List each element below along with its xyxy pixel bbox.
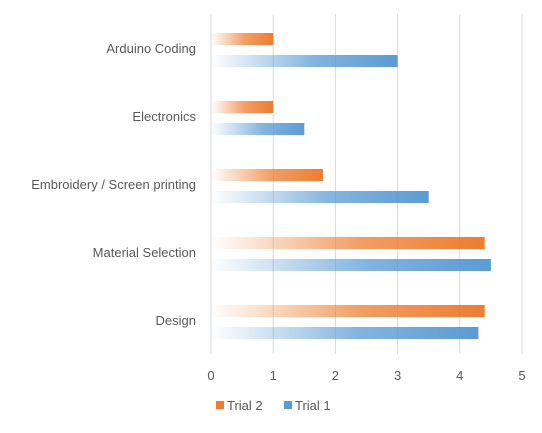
bar xyxy=(211,169,323,181)
category-label: Embroidery / Screen printing xyxy=(31,177,196,192)
bar xyxy=(211,33,274,45)
x-tick-label: 5 xyxy=(518,368,525,383)
category-label: Material Selection xyxy=(93,245,196,260)
x-tick-label: 2 xyxy=(332,368,339,383)
bar xyxy=(211,101,274,113)
category-label: Design xyxy=(156,313,196,328)
legend-label: Trial 1 xyxy=(295,398,331,413)
bar xyxy=(211,305,485,317)
legend-swatch xyxy=(284,401,292,409)
legend: Trial 2 Trial 1 xyxy=(216,398,331,413)
x-tick-label: 0 xyxy=(207,368,214,383)
bar xyxy=(211,191,429,203)
bar xyxy=(211,259,491,271)
category-label: Arduino Coding xyxy=(106,41,196,56)
legend-label: Trial 2 xyxy=(227,398,263,413)
x-tick-label: 4 xyxy=(456,368,463,383)
x-tick-label: 1 xyxy=(270,368,277,383)
bar xyxy=(211,327,479,339)
x-tick-label: 3 xyxy=(394,368,401,383)
gridlines xyxy=(210,14,523,354)
bar xyxy=(211,237,485,249)
bars xyxy=(211,33,491,339)
x-tick-labels: 0 1 2 3 4 5 xyxy=(207,368,525,383)
category-label: Electronics xyxy=(132,109,196,124)
bar xyxy=(211,123,305,135)
bar xyxy=(211,55,398,67)
legend-swatch xyxy=(216,401,224,409)
category-labels: Arduino Coding Electronics Embroidery / Sc… xyxy=(31,41,196,328)
